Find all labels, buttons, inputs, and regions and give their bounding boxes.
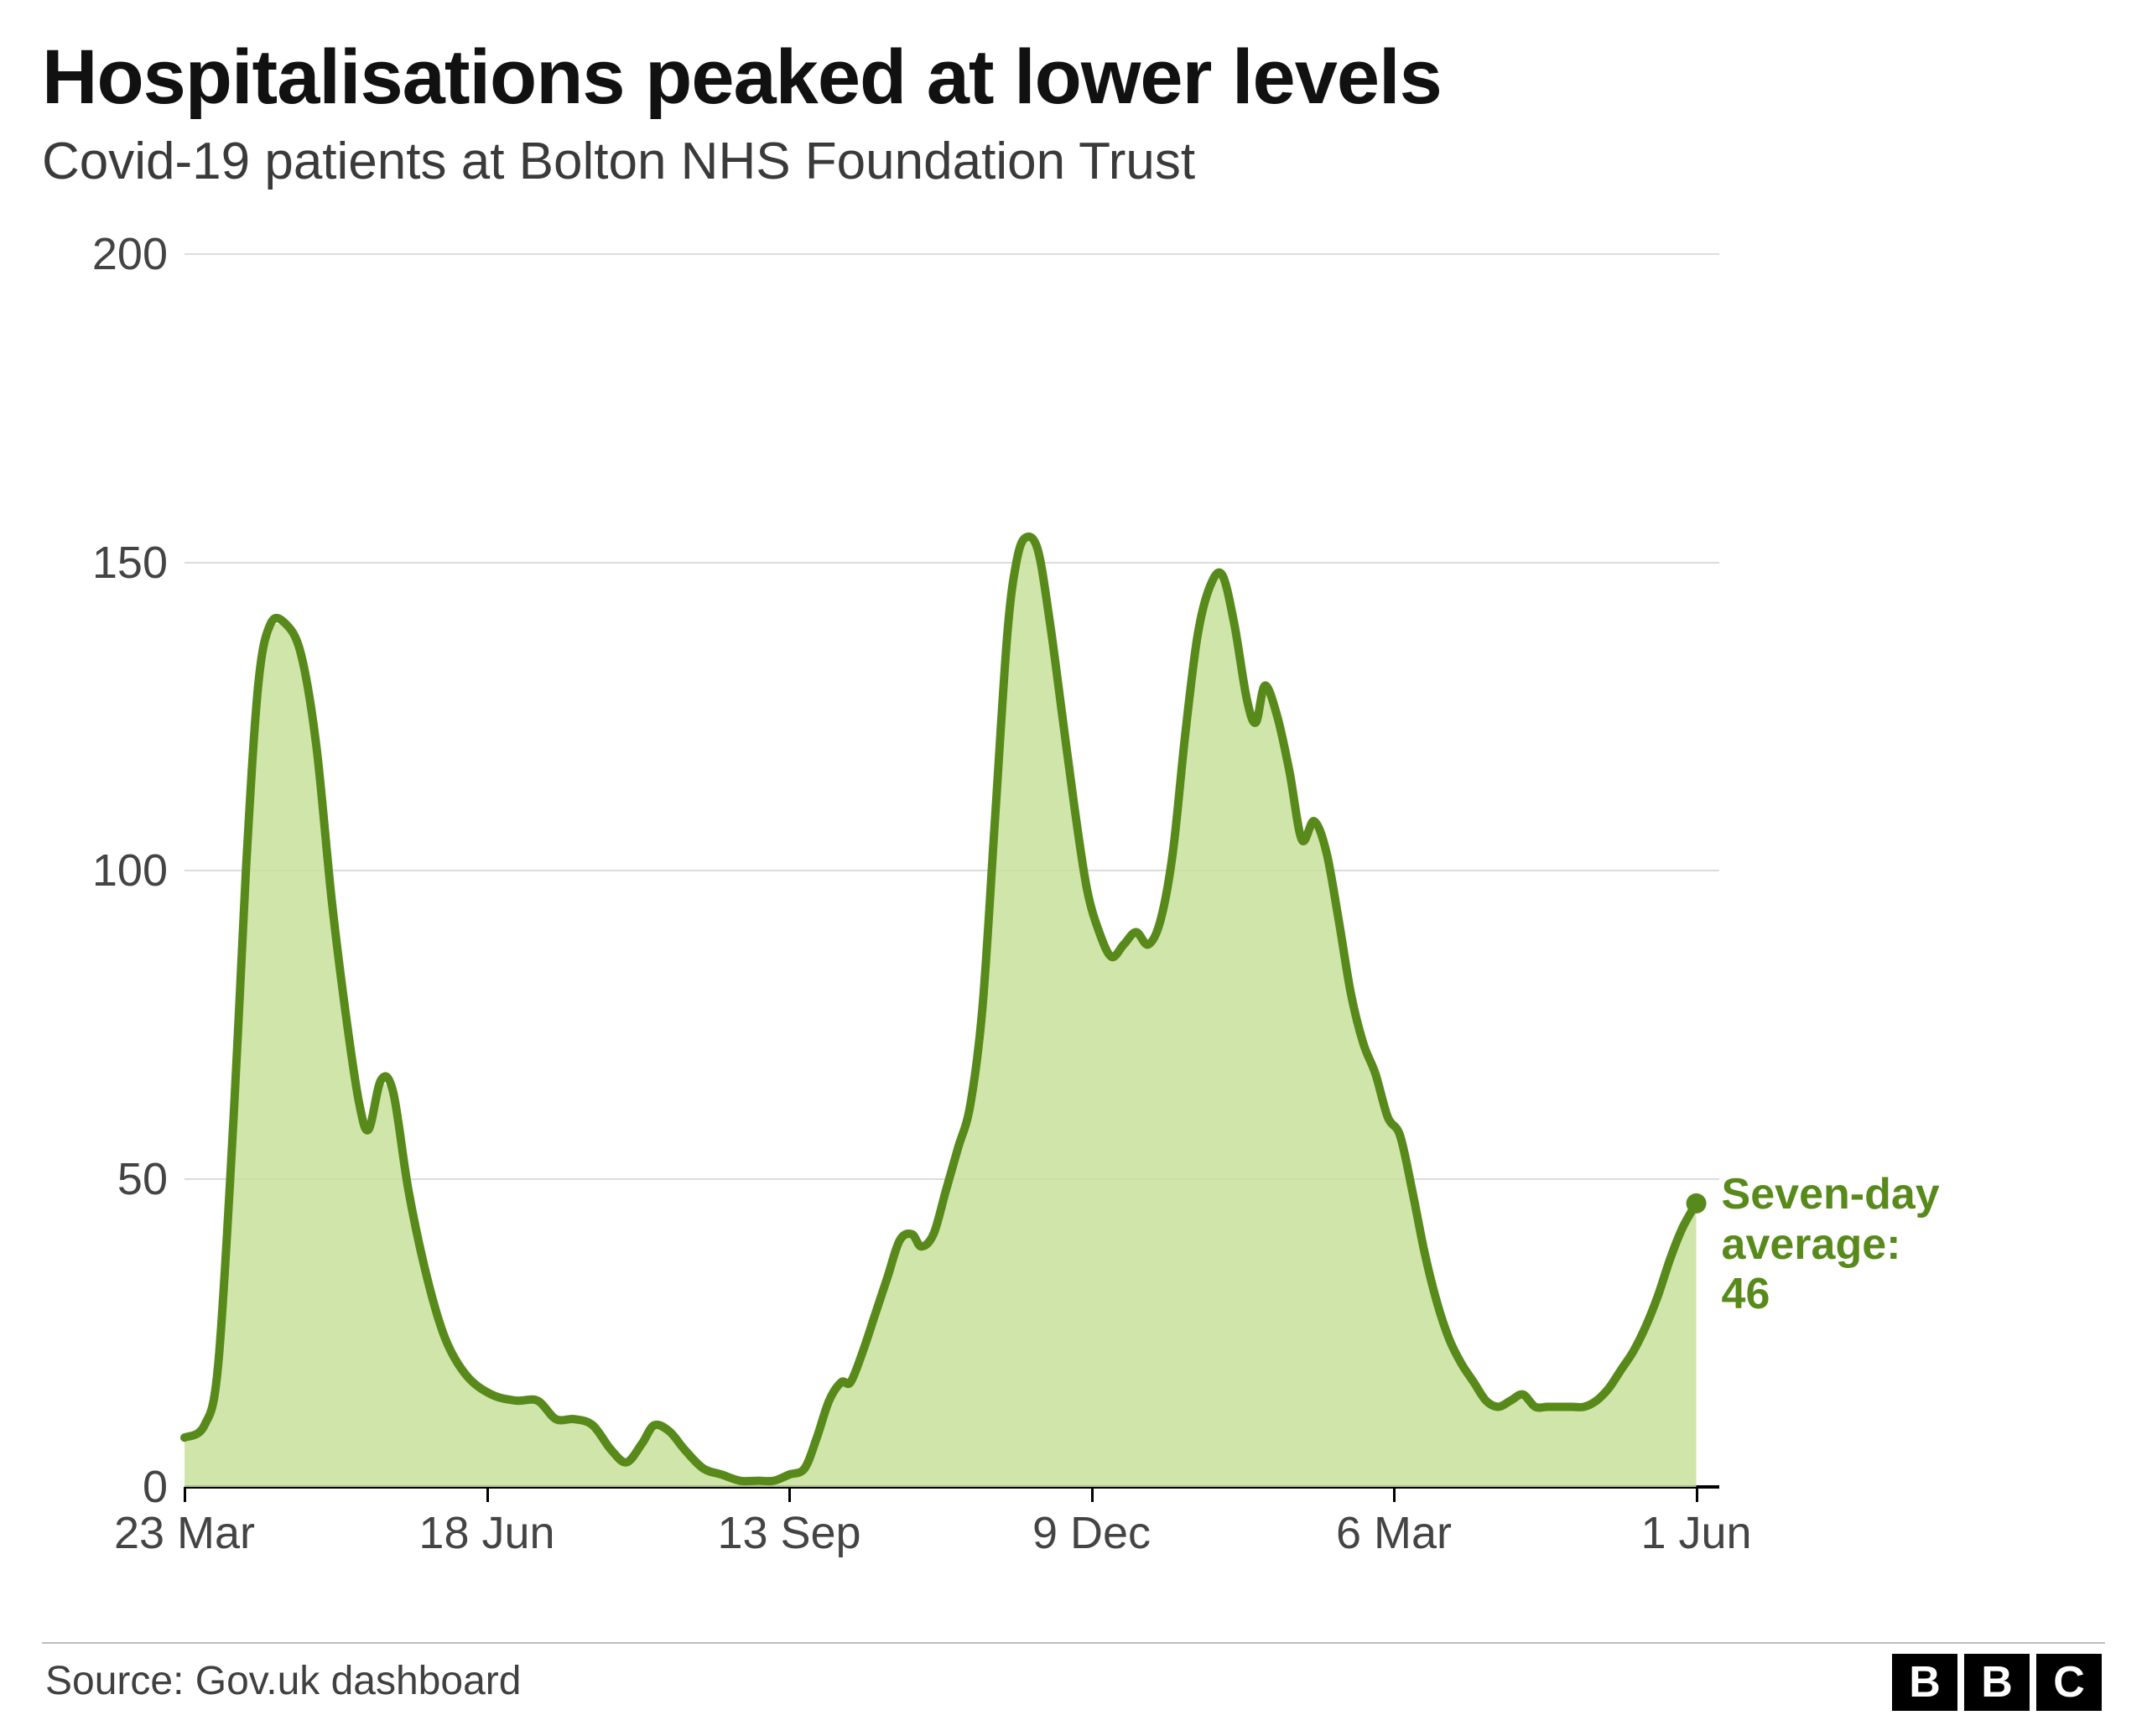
callout-line1: Seven-day [1722, 1170, 1940, 1219]
callout-value: 46 [1722, 1270, 1770, 1318]
x-axis-tick-label: 6 Mar [1336, 1507, 1452, 1559]
chart-card: Hospitalisations peaked at lower levels … [0, 0, 2147, 1736]
x-axis-tick-label: 23 Mar [114, 1507, 255, 1559]
callout-line2: average: [1722, 1220, 1901, 1269]
end-marker-dot [1687, 1193, 1707, 1214]
x-axis-tick-label: 1 Jun [1640, 1507, 1751, 1559]
bbc-logo: B B C [1892, 1654, 2102, 1711]
source-text: Source: Gov.uk dashboard [45, 1658, 521, 1704]
chart-title: Hospitalisations peaked at lower levels [42, 34, 2105, 122]
bbc-logo-box: B [1964, 1654, 2030, 1711]
area-fill [185, 538, 1697, 1487]
x-axis-tick-label: 13 Sep [717, 1507, 860, 1559]
callout-label: Seven-dayaverage:46 [1722, 1170, 1940, 1320]
bbc-logo-box: C [2036, 1654, 2102, 1711]
footer-divider [42, 1642, 2105, 1644]
x-axis-tick-label: 18 Jun [418, 1507, 554, 1559]
chart-area: 05010015020023 Mar18 Jun13 Sep9 Dec6 Mar… [42, 216, 2105, 1575]
chart-subtitle: Covid-19 patients at Bolton NHS Foundati… [42, 132, 2105, 191]
bbc-logo-box: B [1892, 1654, 1957, 1711]
x-axis-tick-label: 9 Dec [1032, 1507, 1151, 1559]
